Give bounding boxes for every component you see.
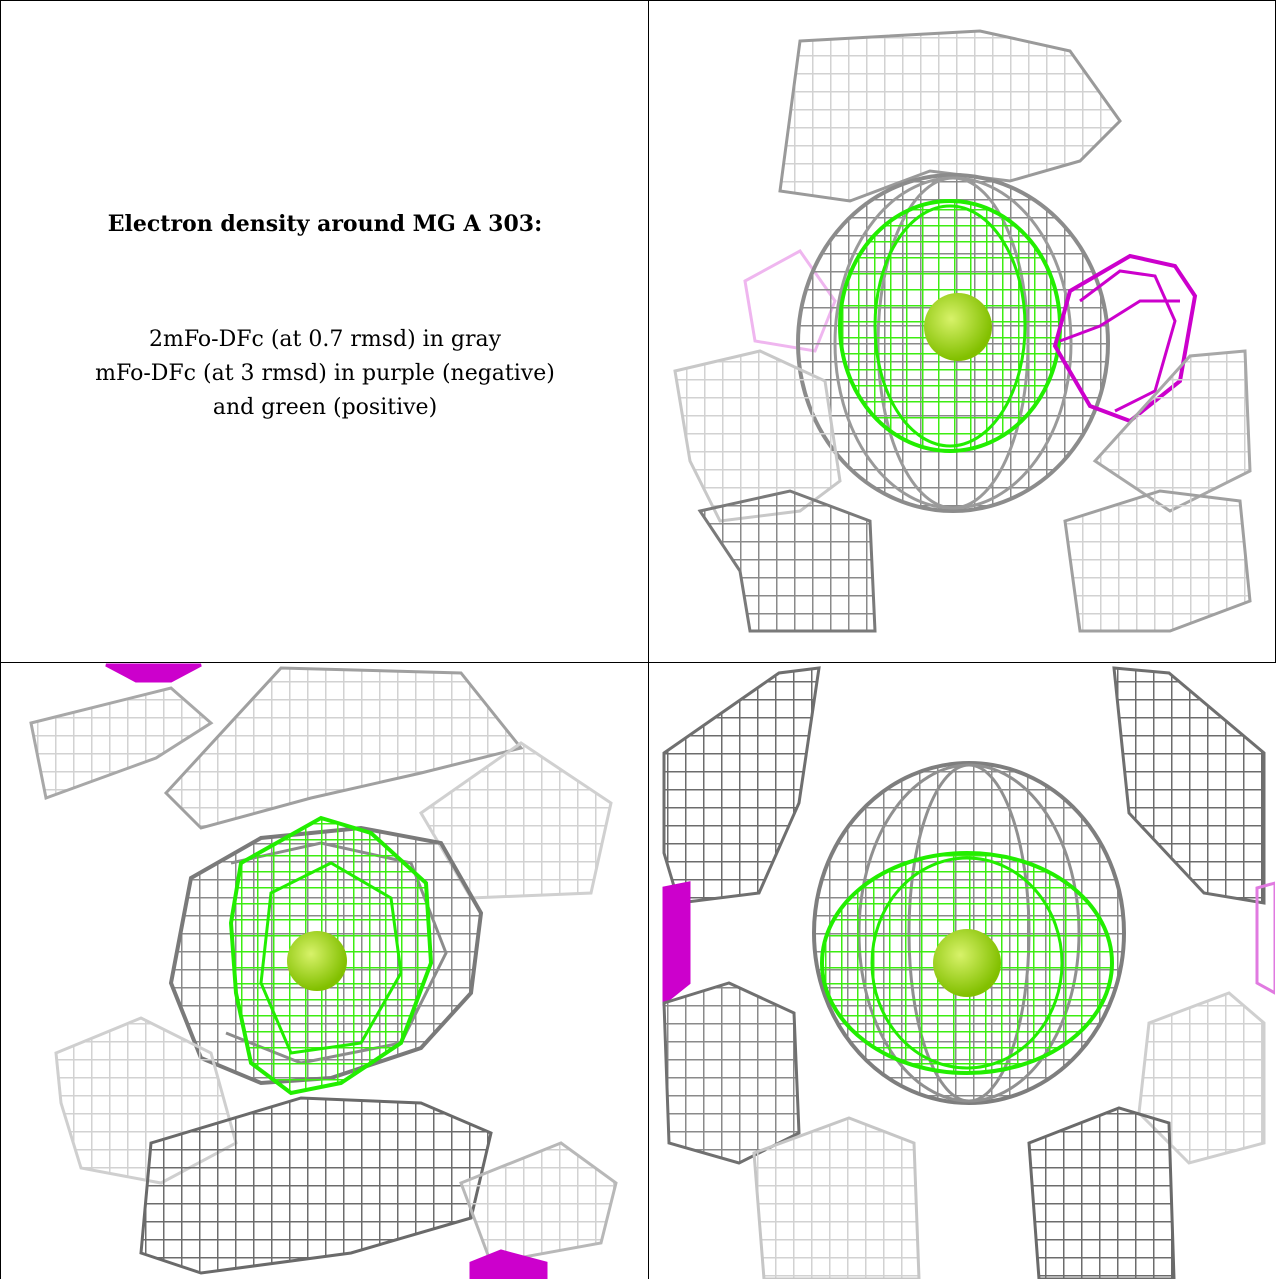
- mesh-fragment-bottom-right: [1027, 1106, 1176, 1279]
- mesh-fragment-bottom-left: [697, 489, 877, 633]
- density-mesh-bottom-left: [29, 663, 618, 1279]
- mesh-negative-left: [662, 881, 691, 1007]
- mesh-fragment-left: [673, 349, 842, 523]
- mesh-negative-right: [1255, 881, 1275, 995]
- mg-ion: [924, 293, 992, 361]
- mesh-fragment-top-right: [1112, 666, 1266, 905]
- border-top: [0, 0, 1276, 1]
- mg-ion: [933, 929, 1001, 997]
- mesh-fragment-bottom-left: [752, 1116, 921, 1279]
- border-horizontal-divider: [0, 662, 1276, 663]
- border-left: [0, 0, 1, 1279]
- mesh-fragment-right: [1092, 349, 1252, 513]
- legend-line-fofc-negative: mFo-DFc (at 3 rmsd) in purple (negative): [95, 361, 555, 386]
- mg-ion: [287, 931, 347, 991]
- mesh-negative-bottom: [469, 1249, 548, 1279]
- mesh-fragment-bottom-right: [1063, 489, 1252, 633]
- mesh-sheet-top-left: [29, 686, 214, 801]
- border-vertical-divider: [648, 0, 649, 1279]
- legend-caption: 2mFo-DFc (at 0.7 rmsd) in gray mFo-DFc (…: [1, 323, 648, 425]
- mesh-sheet-bottom: [139, 1096, 493, 1275]
- mesh-sheet-top: [778, 29, 1122, 203]
- legend-line-fofc-positive: and green (positive): [212, 395, 438, 420]
- legend-title: Electron density around MG A 303:: [107, 211, 543, 237]
- view-top-right: [650, 1, 1275, 661]
- mesh-sheet-top: [163, 666, 524, 830]
- density-mesh-top-right: [673, 29, 1252, 633]
- mesh-fragment-left: [662, 981, 801, 1165]
- view-bottom-right: [649, 663, 1275, 1279]
- legend-panel: Electron density around MG A 303: 2mFo-D…: [1, 1, 648, 662]
- mesh-negative-top: [105, 663, 202, 683]
- legend-line-2fofc: 2mFo-DFc (at 0.7 rmsd) in gray: [149, 327, 501, 352]
- view-bottom-left: [1, 663, 648, 1279]
- density-mesh-bottom-right: [662, 666, 1275, 1279]
- mesh-fragment-top-left: [662, 666, 821, 905]
- mesh-fragment-bottom-right: [459, 1141, 618, 1265]
